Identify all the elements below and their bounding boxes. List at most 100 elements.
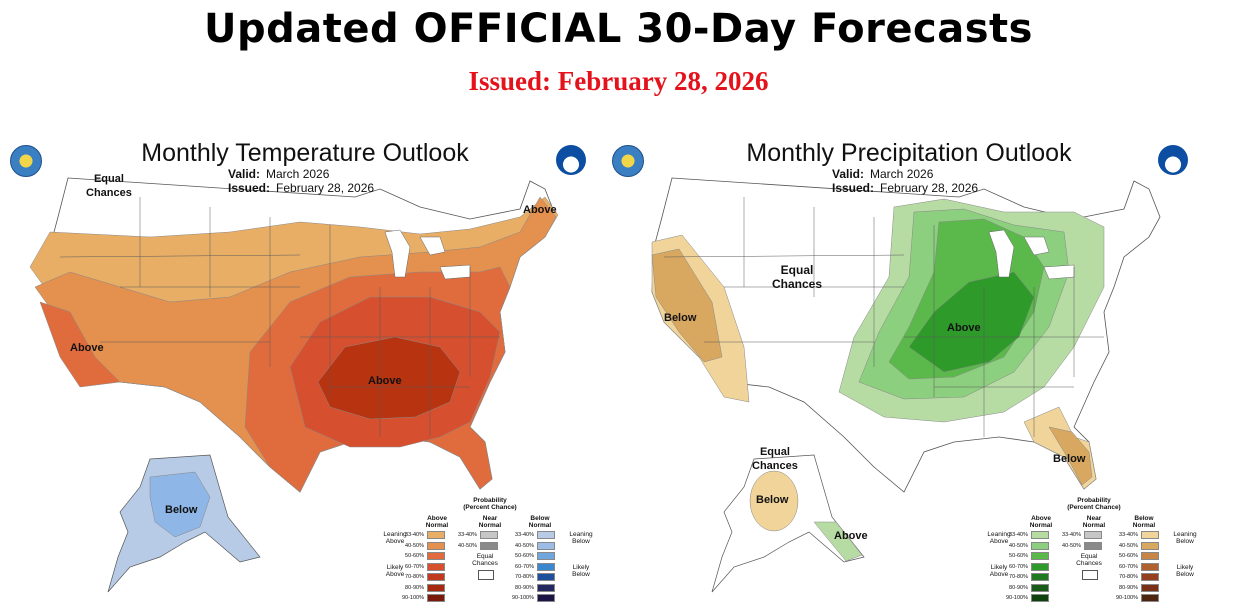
legend-swatch	[427, 594, 445, 603]
state-borders	[663, 197, 1104, 437]
legend-pct-label: 50-60%	[405, 553, 424, 560]
legend-pct-label: 40-50%	[405, 542, 424, 549]
temperature-issued: Issued: February 28, 2026	[228, 181, 375, 195]
noaa-logo	[556, 145, 586, 175]
legend-swatch	[1031, 594, 1049, 603]
legend-pct-label: 80-90%	[1009, 584, 1028, 591]
legend-pct-label: 40-50%	[1062, 542, 1081, 549]
legend-likely-above: Likely Above	[385, 564, 405, 578]
legend-row: 90-100%	[1004, 593, 1049, 604]
legend-swatch	[537, 541, 555, 550]
legend-swatch	[427, 531, 445, 540]
below-label-fl: Below	[1053, 453, 1086, 465]
legend-equal-chances-swatch	[1082, 570, 1098, 580]
legend-leaning-below: Leaning Below	[569, 531, 593, 545]
legend-pct-label: 70-80%	[515, 574, 534, 581]
legend-leaning-above: Leaning Above	[383, 531, 407, 545]
great-lakes	[384, 229, 471, 280]
above-label-ne: Above	[523, 204, 557, 216]
legend-row: 70-80%	[510, 572, 555, 583]
legend-near-header: Near Normal	[478, 515, 502, 529]
doc-seal-logo	[10, 145, 42, 177]
alaska-below-region	[749, 470, 799, 532]
legend-pct-label: 40-50%	[458, 542, 477, 549]
legend-pct-label: 33-40%	[1009, 532, 1028, 539]
legend-pct-label: 40-50%	[1009, 542, 1028, 549]
alaska-below-40-50	[149, 471, 211, 538]
legend-row: 80-90%	[510, 583, 555, 594]
legend-pct-label: 33-40%	[515, 532, 534, 539]
legend-row: 50-60%	[1114, 551, 1159, 562]
legend-row: 33-40%	[1004, 530, 1049, 541]
legend-row: 70-80%	[1004, 572, 1049, 583]
legend-above-column: 33-40% 40-50% 50-60% 60-70% 70-80% 80-90% 90-1…	[1004, 530, 1049, 604]
legend-swatch	[427, 552, 445, 561]
legend-below-column: 33-40% 40-50% 50-60% 60-70% 70-80% 80-90% 90-1…	[1114, 530, 1159, 604]
noaa-logo	[1158, 145, 1188, 175]
above-label-ak: Above	[834, 530, 868, 542]
legend-pct-label: 70-80%	[405, 574, 424, 581]
legend-pct-label: 90-100%	[1115, 595, 1138, 602]
above-label-mid: Above	[947, 322, 981, 334]
legend-pct-label: 60-70%	[515, 563, 534, 570]
temperature-outlook-panel: Monthly Temperature Outlook Valid: March …	[0, 137, 610, 613]
legend-pct-label: 90-100%	[1005, 595, 1028, 602]
legend-likely-below: Likely Below	[572, 564, 590, 578]
legend-pct-label: 60-70%	[405, 563, 424, 570]
precipitation-valid: Valid: March 2026	[832, 167, 934, 181]
legend-row: 33-40%	[1114, 530, 1159, 541]
temperature-valid: Valid: March 2026	[228, 167, 330, 181]
legend-pct-label: 50-60%	[1009, 553, 1028, 560]
legend-swatch	[1084, 531, 1102, 540]
legend-swatch	[1031, 552, 1049, 561]
below-label-west: Below	[664, 312, 697, 324]
legend-pct-label: 90-100%	[401, 595, 424, 602]
equal-chances-label: Equal Chances	[86, 173, 132, 199]
legend-swatch	[427, 562, 445, 571]
issued-date: Issued: February 28, 2026	[468, 66, 769, 96]
below-label-ak: Below	[165, 504, 198, 516]
legend-pct-label: 60-70%	[1119, 563, 1138, 570]
legend-leaning-above: Leaning Above	[987, 531, 1011, 545]
legend-row: 50-60%	[510, 551, 555, 562]
legend-likely-below: Likely Below	[1176, 564, 1194, 578]
legend-row: 80-90%	[1004, 583, 1049, 594]
legend-swatch	[1141, 562, 1159, 571]
legend-swatch	[427, 583, 445, 592]
above-label-sw: Above	[70, 342, 104, 354]
legend-row: 50-60%	[1004, 551, 1049, 562]
legend-likely-above: Likely Above	[989, 564, 1009, 578]
legend-row: 33-40%	[453, 530, 498, 541]
legend-pct-label: 70-80%	[1119, 574, 1138, 581]
legend-title: Probability (Percent Chance)	[463, 497, 517, 511]
legend-row: 70-80%	[400, 572, 445, 583]
legend-swatch	[1031, 583, 1049, 592]
legend-pct-label: 70-80%	[1009, 574, 1028, 581]
legend-pct-label: 80-90%	[515, 584, 534, 591]
legend-pct-label: 80-90%	[405, 584, 424, 591]
legend-row: 33-40%	[400, 530, 445, 541]
legend-pct-label: 50-60%	[515, 553, 534, 560]
legend-equal-chances: Equal Chances	[1076, 553, 1102, 567]
equal-chances-label: Equal Chances	[772, 263, 823, 291]
legend-swatch	[1141, 583, 1159, 592]
legend-leaning-below: Leaning Below	[1173, 531, 1197, 545]
alaska-above-region	[813, 521, 863, 562]
legend-swatch	[427, 541, 445, 550]
precipitation-outlook-panel: Monthly Precipitation Outlook Valid: Marc…	[604, 137, 1214, 613]
legend-pct-label: 40-50%	[515, 542, 534, 549]
equal-chances-ak-label: Equal Chances	[752, 446, 798, 472]
legend-title: Probability (Percent Chance)	[1067, 497, 1121, 511]
legend-above-header: Above Normal	[1029, 515, 1053, 529]
legend-swatch	[537, 573, 555, 582]
legend-row: 90-100%	[1114, 593, 1159, 604]
legend-row: 40-50%	[510, 541, 555, 552]
legend-below-column: 33-40% 40-50% 50-60% 60-70% 70-80% 80-90% 90-1…	[510, 530, 555, 604]
legend-swatch	[537, 583, 555, 592]
legend-row: 33-40%	[510, 530, 555, 541]
legend-row: 90-100%	[510, 593, 555, 604]
legend-swatch	[1084, 541, 1102, 550]
legend-row: 40-50%	[400, 541, 445, 552]
legend-pct-label: 33-40%	[1062, 532, 1081, 539]
legend-row: 90-100%	[400, 593, 445, 604]
